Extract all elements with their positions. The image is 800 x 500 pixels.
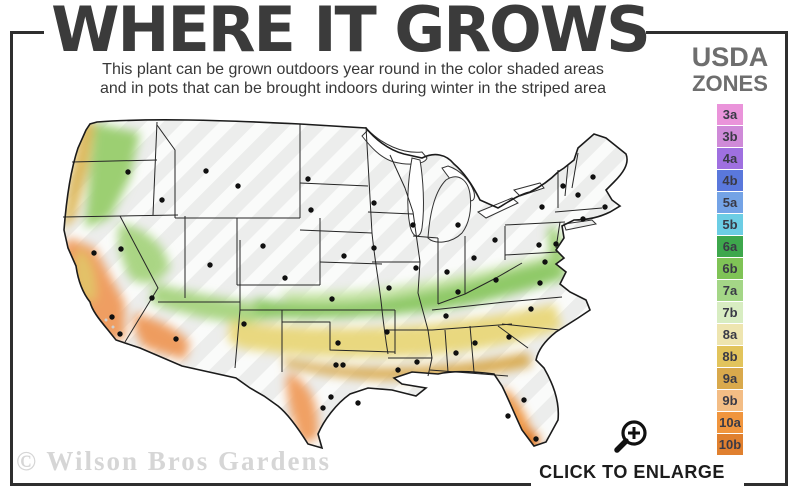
city-dot xyxy=(602,204,608,210)
zone-chip-9b: 9b xyxy=(717,390,743,411)
usda-zones-legend: USDA ZONES 3a 3b 4a 4b 5a 5b 6a 6b 7a 7b 8a 8b 9a 9b 1… xyxy=(688,44,772,456)
city-dot xyxy=(308,207,314,213)
city-dot xyxy=(117,331,123,337)
zone-chip-5b: 5b xyxy=(717,214,743,235)
city-dot xyxy=(443,313,449,319)
zone-chip-7b: 7b xyxy=(717,302,743,323)
city-dot xyxy=(320,405,326,411)
city-dot xyxy=(472,340,478,346)
city-dots xyxy=(91,168,608,442)
city-dot xyxy=(125,169,131,175)
city-dot xyxy=(537,280,543,286)
subtitle-line-1: This plant can be grown outdoors year ro… xyxy=(102,61,604,78)
us-map-svg xyxy=(62,119,628,449)
city-dot xyxy=(536,242,542,248)
subtitle: This plant can be grown outdoors year ro… xyxy=(0,60,706,98)
city-dot xyxy=(580,216,586,222)
frame-top-left-segment xyxy=(10,31,44,34)
city-dot xyxy=(395,367,401,373)
zone-chip-6a: 6a xyxy=(717,236,743,257)
city-dot xyxy=(521,397,527,403)
city-dot xyxy=(455,289,461,295)
subtitle-line-2: and in pots that can be brought indoors … xyxy=(99,80,607,97)
enlarge-button[interactable]: CLICK TO ENLARGE xyxy=(527,414,737,483)
city-dot xyxy=(471,255,477,261)
zone-chip-4b: 4b xyxy=(717,170,743,191)
zone-chip-8a: 8a xyxy=(717,324,743,345)
city-dot xyxy=(528,306,534,312)
city-dot xyxy=(335,340,341,346)
city-dot xyxy=(444,269,450,275)
city-dot xyxy=(590,174,596,180)
frame-bottom-right-segment xyxy=(744,483,788,486)
city-dot xyxy=(305,176,311,182)
city-dot xyxy=(493,277,499,283)
city-dot xyxy=(539,204,545,210)
zone-chip-5a: 5a xyxy=(717,192,743,213)
city-dot xyxy=(410,222,416,228)
city-dot xyxy=(91,250,97,256)
legend-title-usda: USDA xyxy=(691,42,769,72)
city-dot xyxy=(241,321,247,327)
zone-chip-6b: 6b xyxy=(717,258,743,279)
city-dot xyxy=(533,436,539,442)
city-dot xyxy=(414,359,420,365)
legend-title-zones: ZONES xyxy=(692,71,768,96)
lake-ontario xyxy=(513,182,545,197)
city-dot xyxy=(560,183,566,189)
frame-left xyxy=(10,31,13,486)
zone-chip-8b: 8b xyxy=(717,346,743,367)
city-dot xyxy=(260,243,266,249)
city-dot xyxy=(371,245,377,251)
great-lakes xyxy=(361,129,598,243)
city-dot xyxy=(203,168,209,174)
city-dot xyxy=(118,246,124,252)
city-dot xyxy=(328,394,334,400)
city-dot xyxy=(282,275,288,281)
city-dot xyxy=(492,237,498,243)
frame-right xyxy=(785,31,788,486)
zone-chip-10b: 10b xyxy=(717,434,743,455)
zone-chip-10a: 10a xyxy=(717,412,743,433)
watermark: © Wilson Bros Gardens xyxy=(16,446,331,476)
city-dot xyxy=(371,200,377,206)
zone-chip-4a: 4a xyxy=(717,148,743,169)
city-dot xyxy=(109,314,115,320)
usda-zone-map[interactable] xyxy=(50,108,670,468)
legend-title: USDA ZONES xyxy=(688,44,772,95)
city-dot xyxy=(384,329,390,335)
city-dot xyxy=(149,295,155,301)
city-dot xyxy=(341,253,347,259)
city-dot xyxy=(159,197,165,203)
city-dot xyxy=(506,334,512,340)
zone-chip-9a: 9a xyxy=(717,368,743,389)
city-dot xyxy=(413,265,419,271)
city-dot xyxy=(355,400,361,406)
lake-michigan xyxy=(407,157,424,237)
zone-chip-3b: 3b xyxy=(717,126,743,147)
zone-chip-7a: 7a xyxy=(717,280,743,301)
city-dot xyxy=(340,362,346,368)
city-dot xyxy=(455,222,461,228)
city-dot xyxy=(329,296,335,302)
city-dot xyxy=(505,413,511,419)
city-dot xyxy=(553,241,559,247)
page-title: WHERE IT GROWS xyxy=(51,0,651,66)
city-dot xyxy=(333,362,339,368)
frame-bottom-left-segment xyxy=(10,483,531,486)
frame-top-right-segment xyxy=(646,31,788,34)
city-dot xyxy=(386,285,392,291)
city-dot xyxy=(575,192,581,198)
zone-chip-3a: 3a xyxy=(717,104,743,125)
enlarge-label: CLICK TO ENLARGE xyxy=(539,462,725,482)
city-dot xyxy=(235,183,241,189)
city-dot xyxy=(207,262,213,268)
magnifier-plus-icon xyxy=(614,420,647,453)
city-dot xyxy=(173,336,179,342)
city-dot xyxy=(453,350,459,356)
city-dot xyxy=(542,259,548,265)
zone-list: 3a 3b 4a 4b 5a 5b 6a 6b 7a 7b 8a 8b 9a 9b 10a 10b xyxy=(688,104,772,455)
